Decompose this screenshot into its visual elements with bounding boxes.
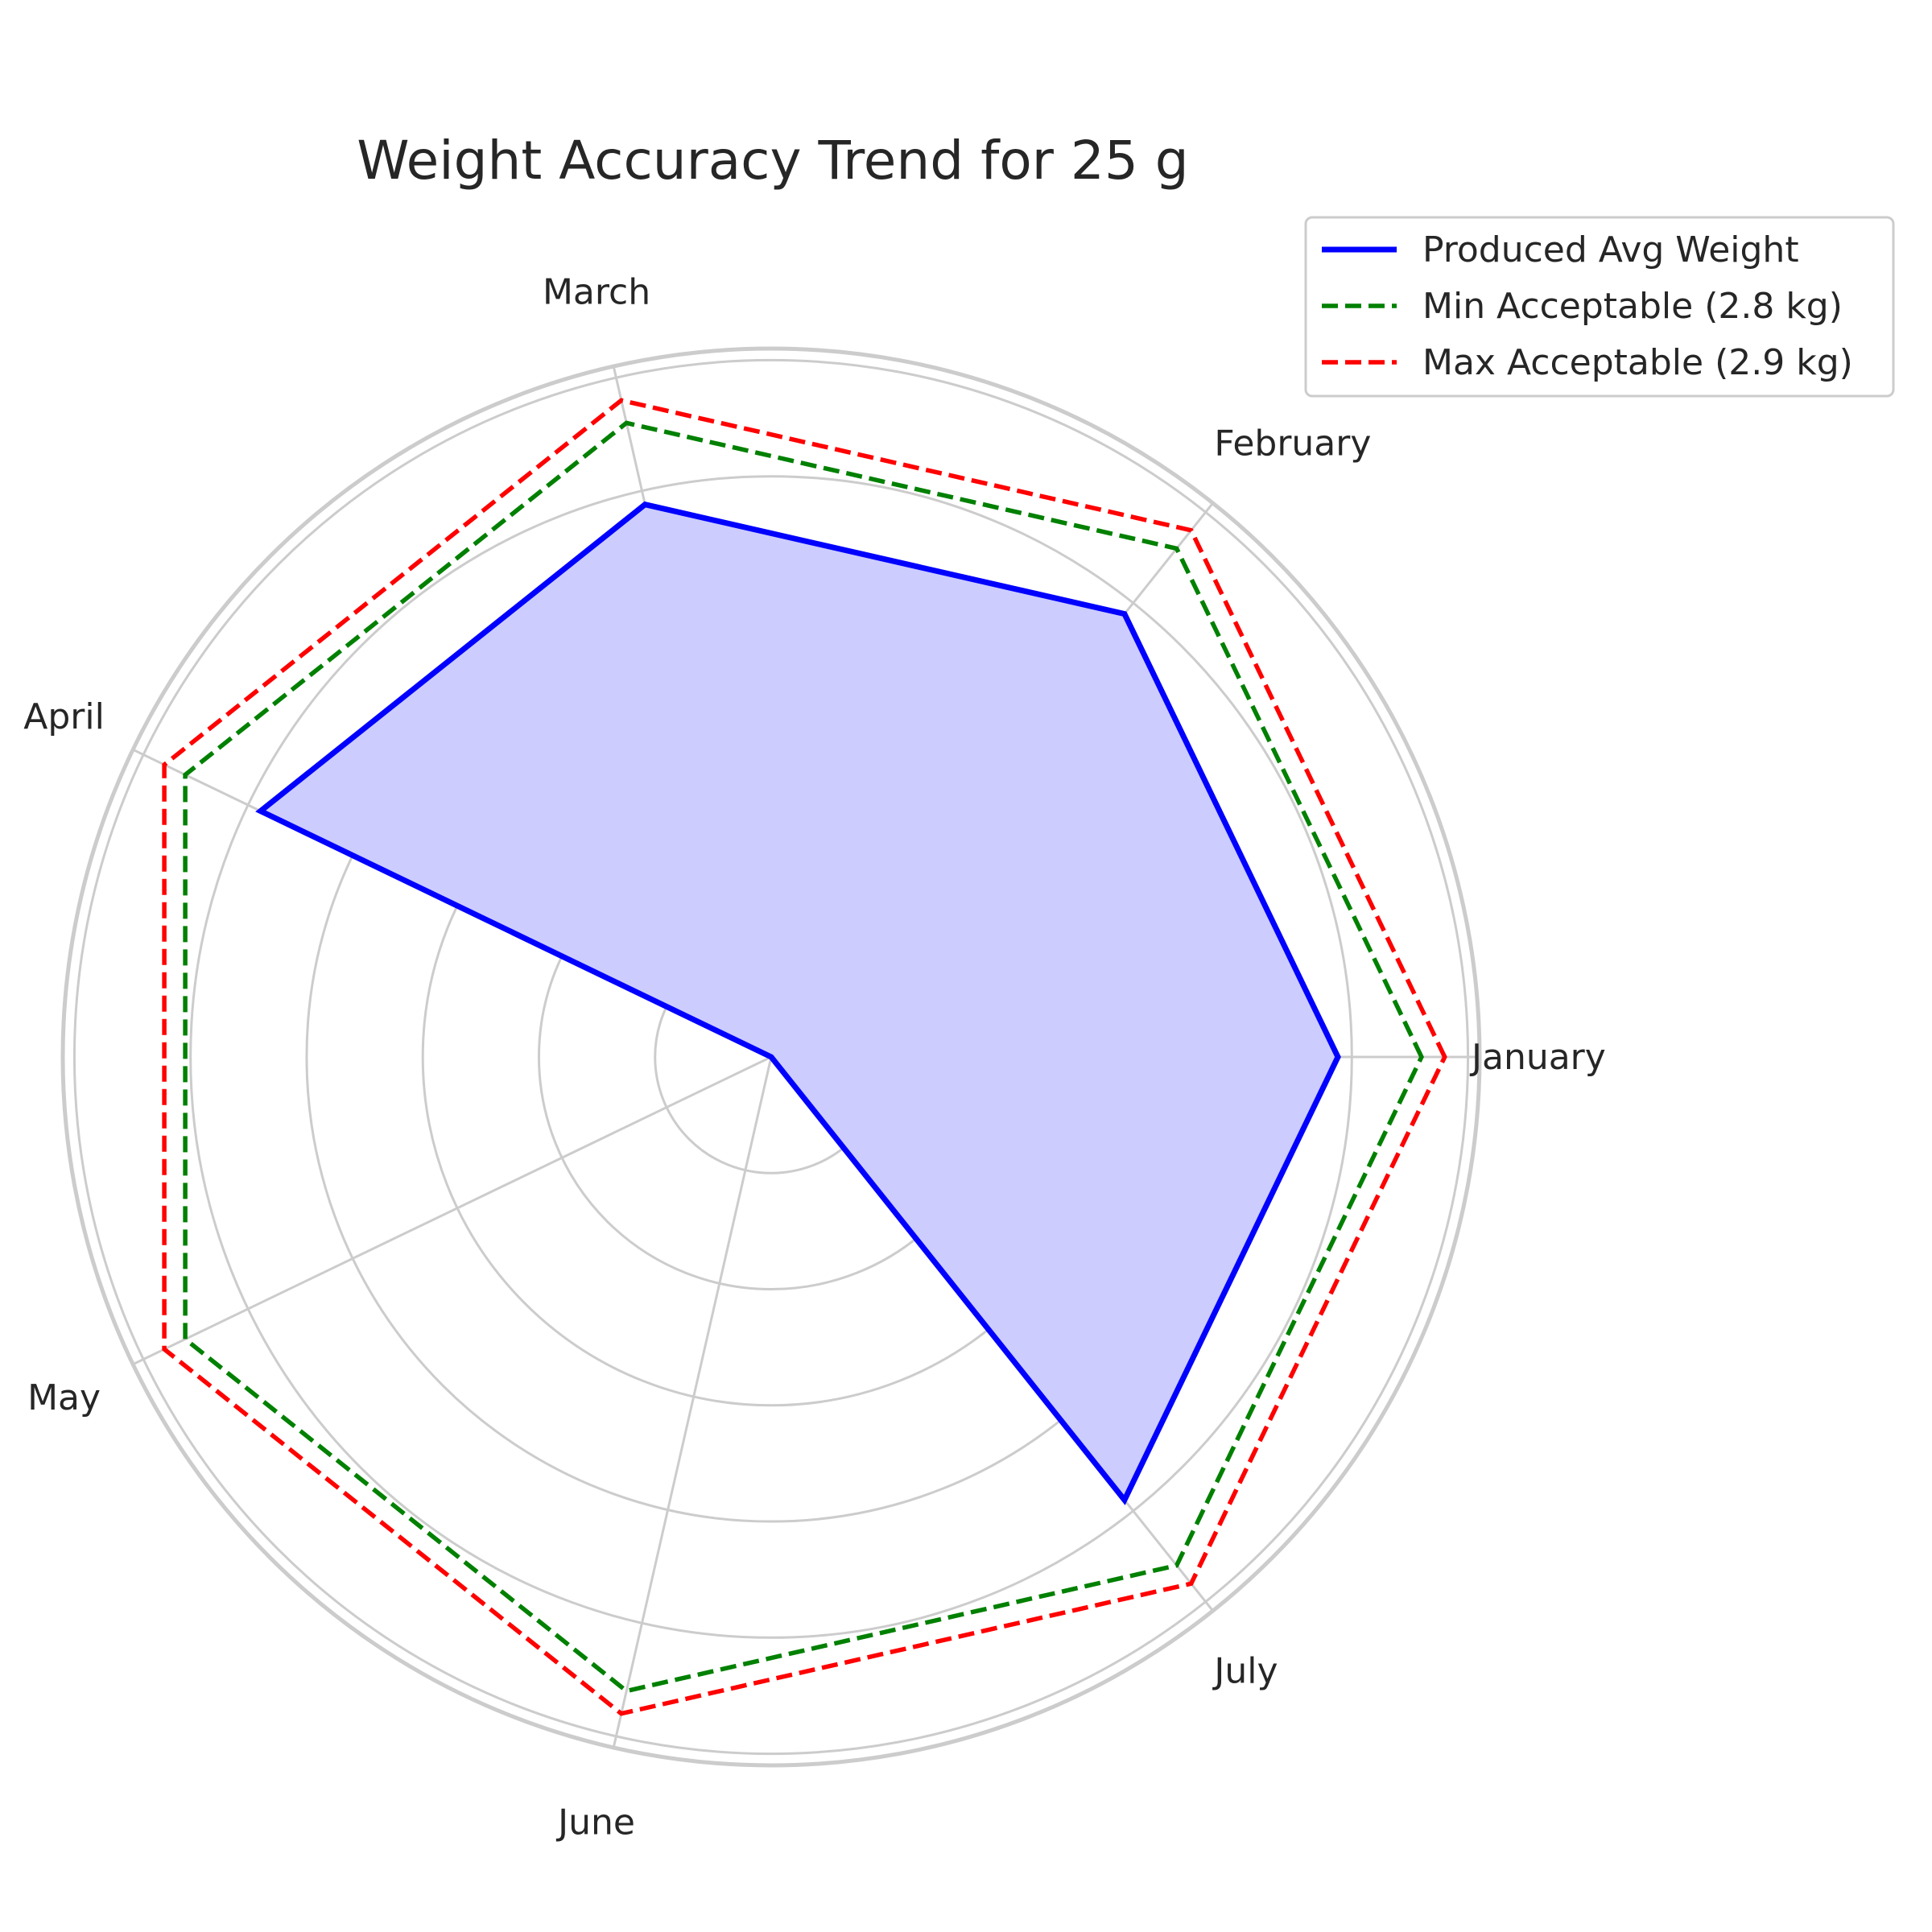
series-line-produced-avg-weight — [255, 501, 1341, 1505]
series-line-min-acceptable-2-8-kg — [183, 420, 1424, 1694]
category-label-january: January — [1469, 1037, 1606, 1078]
legend-label-max-acceptable-2-9-kg: Max Acceptable (2.9 kg) — [1422, 342, 1853, 383]
category-label-may: May — [27, 1377, 101, 1418]
series-fill-produced-avg-weight — [260, 504, 1339, 1501]
category-label-july: July — [1212, 1650, 1278, 1691]
category-labels: January February March April May June July — [23, 271, 1606, 1843]
legend-label-produced-avg-weight: Produced Avg Weight — [1422, 229, 1799, 270]
category-label-june: June — [555, 1802, 635, 1843]
legend: Produced Avg Weight Min Acceptable (2.8 k… — [1304, 216, 1895, 398]
spoke-june — [612, 1056, 773, 1748]
legend-label-min-acceptable-2-8-kg: Min Acceptable (2.8 kg) — [1422, 286, 1843, 327]
spoke-may — [132, 1055, 772, 1366]
series-line-max-acceptable-2-9-kg — [162, 398, 1447, 1716]
series-layer — [162, 398, 1447, 1716]
category-label-march: March — [543, 271, 650, 312]
chart-title: Weight Accuracy Trend for 25 g — [357, 130, 1188, 192]
legend-frame — [1304, 216, 1895, 398]
category-label-april: April — [23, 696, 105, 737]
category-label-february: February — [1214, 423, 1371, 464]
